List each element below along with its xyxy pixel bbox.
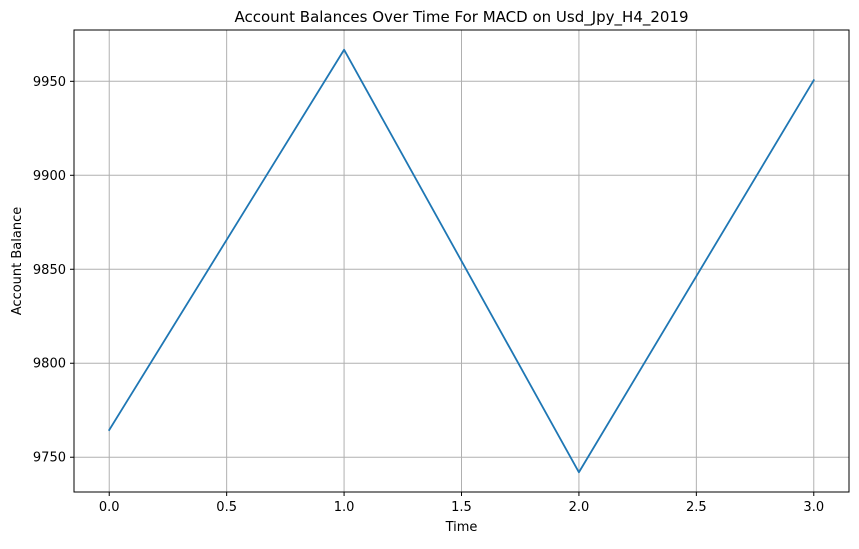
y-tick-label: 9950: [33, 75, 66, 90]
x-tick-label: 0.0: [99, 500, 120, 515]
y-axis-label: Account Balance: [10, 207, 25, 315]
y-tick-label: 9800: [33, 357, 66, 372]
x-tick-label: 3.0: [803, 500, 824, 515]
series-line: [107, 48, 816, 474]
x-tick-label: 1.5: [451, 500, 472, 515]
x-axis-label: Time: [445, 520, 478, 535]
x-tick-label: 1.0: [334, 500, 355, 515]
x-tick-label: 2.0: [569, 500, 590, 515]
chart-title: Account Balances Over Time For MACD on U…: [234, 8, 688, 27]
axis-ticks: 0.0 0.5 1.0 1.5 2.0 2.5 3.0 9750 9800 9850 9900 995…: [33, 75, 824, 515]
series-layer: [107, 48, 816, 474]
grid-lines: [74, 30, 849, 492]
y-tick-label: 9750: [33, 451, 66, 466]
y-tick-label: 9850: [33, 263, 66, 278]
x-tick-label: 2.5: [686, 500, 707, 515]
x-tick-label: 0.5: [216, 500, 237, 515]
y-tick-label: 9900: [33, 169, 66, 184]
